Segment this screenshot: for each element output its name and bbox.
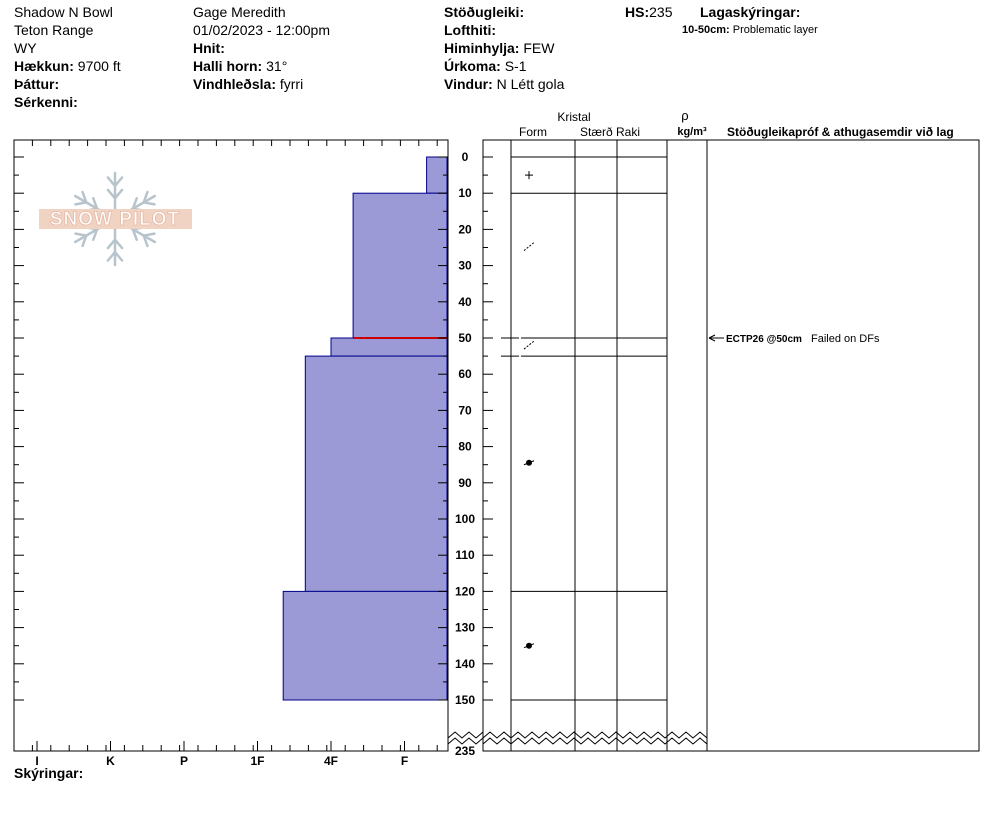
hardness-tick-label-3: 1F: [250, 754, 264, 768]
hardness-tick-label-0: I: [35, 754, 38, 768]
state-name: WY: [14, 40, 37, 56]
grain-symbol-4: [523, 642, 535, 649]
grain-table: [447, 139, 708, 752]
wind-loading-label: Vindhleðsla:: [193, 76, 276, 92]
slope-row: Halli horn: 31°: [193, 57, 287, 75]
sky-value: FEW: [523, 40, 555, 56]
precip-value: S-1: [504, 58, 527, 74]
wind-loading-row: Vindhleðsla: fyrri: [193, 75, 303, 93]
coords-label: Hnit:: [193, 40, 225, 56]
col-rho: ρ: [681, 108, 688, 123]
layer-boundaries: [501, 156, 667, 701]
legend-range: 10-50cm:: [682, 24, 730, 36]
hardness-tick-label-5: F: [401, 754, 408, 768]
depth-tick-label-1: 10: [458, 186, 472, 200]
elevation-row: Hækkun: 9700 ft: [14, 57, 121, 75]
legend-title-text: Lagaskýringar:: [700, 4, 801, 20]
col-crystal: Kristal: [557, 110, 590, 124]
precip-label: Úrkoma:: [444, 58, 501, 74]
location-name: Shadow N Bowl: [14, 4, 113, 20]
legend-entry: 10-50cm: Problematic layer: [682, 22, 818, 38]
depth-tick-label-6: 60: [458, 367, 472, 381]
hardness-axis: I K P 1F 4F F: [13, 741, 438, 768]
snowpilot-logo: SNOW PILOT: [39, 171, 192, 267]
elevation-value: 9700 ft: [77, 58, 121, 74]
depth-tick-label-2: 20: [458, 222, 472, 236]
depth-tick-label-10: 100: [455, 512, 475, 526]
hardness-layer-1: [352, 192, 448, 339]
depth-tick-label-15: 150: [455, 693, 475, 707]
air-temp-row: Lofthiti:: [444, 21, 496, 39]
sky-row: Himinhylja: FEW: [444, 39, 554, 57]
comments-frame: [706, 139, 980, 752]
grain-symbol-3: [523, 459, 535, 466]
col-comments: Stöðugleikapróf & athugasemdir við lag: [727, 125, 954, 139]
depth-tick-label-7: 70: [458, 403, 472, 417]
range-name: Teton Range: [14, 22, 94, 38]
test-result-note: Failed on DFs: [811, 333, 880, 345]
hardness-layer-3: [304, 355, 448, 592]
stability-label: Stöðugleiki:: [444, 4, 525, 20]
legend-text: Problematic layer: [732, 24, 818, 36]
features-row: Sérkenni:: [14, 93, 78, 111]
observer-name: Gage Meredith: [193, 4, 286, 20]
hardness-layer-4: [282, 590, 448, 701]
wind-loading-value: fyrri: [279, 76, 304, 92]
depth-tick-label-12: 120: [455, 584, 475, 598]
slope-label: Halli horn:: [193, 58, 263, 74]
test-result-code: ECTP26 @50cm: [726, 334, 802, 345]
depth-tick-label-0: 0: [462, 150, 469, 164]
wind-row: Vindur: N Létt gola: [444, 75, 564, 93]
wind-value: N Létt gola: [496, 76, 565, 92]
grain-symbol-2: [523, 340, 535, 350]
grain-symbol-0: [525, 171, 533, 180]
hardness-tick-label-4: 4F: [324, 754, 338, 768]
axis-break: [447, 731, 708, 745]
hs-label: HS:: [625, 4, 650, 20]
observation-datetime: 01/02/2023 - 12:00pm: [193, 22, 330, 38]
profile-frame: [13, 139, 449, 752]
grain-symbol-1: [523, 242, 535, 251]
depth-axis: 0 10 20 30 40 50 60 70 80 90 100 110 120 130 140 150 235: [14, 150, 493, 758]
depth-tick-label-8: 80: [458, 440, 472, 454]
col-density-unit: kg/m³: [677, 126, 707, 138]
hardness-tick-label-2: P: [180, 754, 188, 768]
depth-tick-label-16: 235: [455, 744, 475, 758]
footer-legend-label: Skýringar:: [14, 765, 83, 781]
legend-title: Lagaskýringar:: [700, 3, 800, 21]
depth-tick-label-5: 50: [458, 331, 472, 345]
aspect-label: Þáttur:: [14, 76, 60, 92]
hardness-layer-2: [330, 337, 448, 357]
top-ticks: [13, 140, 438, 146]
col-moisture: Raki: [616, 125, 640, 139]
hardness-tick-label-1: K: [106, 754, 115, 768]
depth-tick-label-4: 40: [458, 295, 472, 309]
depth-tick-label-14: 140: [455, 657, 475, 671]
logo-text: SNOW PILOT: [50, 209, 180, 230]
depth-tick-label-9: 90: [458, 476, 472, 490]
precip-row: Úrkoma: S-1: [444, 57, 526, 75]
depth-tick-label-13: 130: [455, 621, 475, 635]
depth-tick-label-3: 30: [458, 259, 472, 273]
sky-label: Himinhylja:: [444, 40, 520, 56]
coords-row: Hnit:: [193, 39, 225, 57]
air-temp-label: Lofthiti:: [444, 22, 497, 38]
elevation-label: Hækkun:: [14, 58, 74, 74]
hs-row: HS:235: [625, 3, 672, 21]
stability-test-marker: [708, 334, 724, 342]
aspect-row: Þáttur:: [14, 75, 59, 93]
features-label: Sérkenni:: [14, 94, 78, 110]
hardness-layers: [282, 156, 448, 701]
hs-value: 235: [649, 4, 673, 20]
slope-value: 31°: [266, 58, 288, 74]
grain-symbols: [523, 171, 535, 649]
col-size: Stærð: [580, 125, 613, 139]
col-form: Form: [519, 125, 547, 139]
depth-tick-label-11: 110: [455, 548, 475, 562]
wind-label: Vindur:: [444, 76, 493, 92]
stability-row: Stöðugleiki:: [444, 3, 524, 21]
